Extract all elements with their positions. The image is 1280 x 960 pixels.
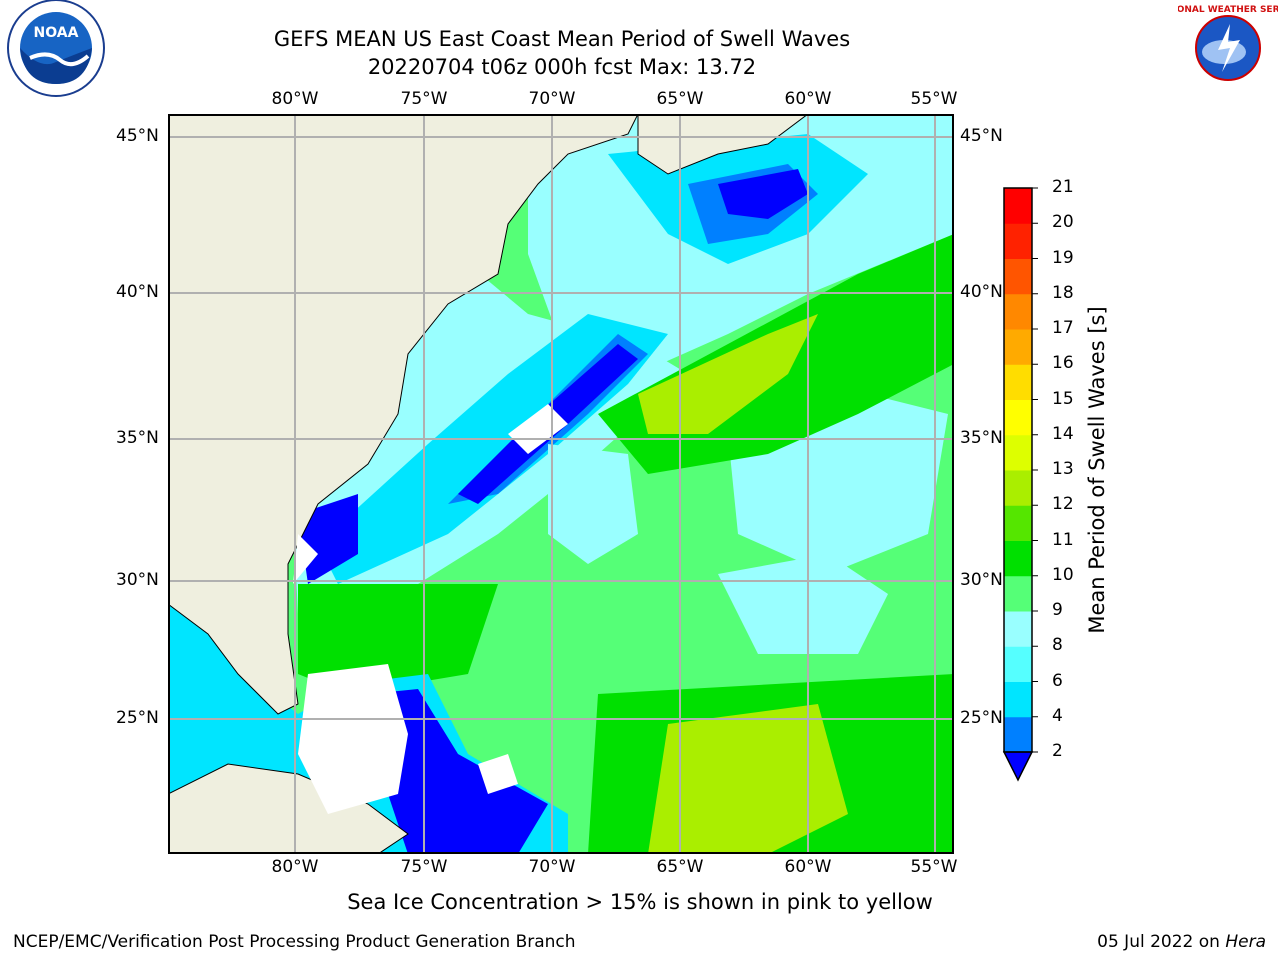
title-line-1: GEFS MEAN US East Coast Mean Period of S… bbox=[273, 27, 851, 51]
noaa-logo-text: NOAA bbox=[34, 25, 79, 41]
colorbar-tick-label: 14 bbox=[1052, 423, 1074, 444]
colorbar-segment bbox=[1004, 716, 1032, 753]
map-grid bbox=[168, 114, 954, 854]
ocean-green-bahamas bbox=[298, 584, 498, 694]
colorbar-tick-label: 6 bbox=[1052, 670, 1063, 691]
colorbar-segment bbox=[1004, 575, 1032, 612]
colorbar-extend-arrow bbox=[1002, 751, 1034, 782]
lon-label-bottom-65w: 65°W bbox=[656, 857, 704, 877]
lon-label-bottom-75w: 75°W bbox=[400, 857, 448, 877]
ocean-central-cyan-1 bbox=[548, 444, 638, 564]
lon-label-top-60w: 60°W bbox=[784, 89, 832, 109]
colorbar-tick-label: 11 bbox=[1052, 529, 1074, 550]
lat-label-left-45n: 45°N bbox=[116, 126, 159, 146]
lon-label-top-70w: 70°W bbox=[528, 89, 576, 109]
colorbar-tick-label: 19 bbox=[1052, 247, 1074, 268]
colorbar-tick-label: 18 bbox=[1052, 282, 1074, 303]
map-frame bbox=[168, 114, 954, 854]
sea-ice-caption: Sea Ice Concentration > 15% is shown in … bbox=[0, 890, 1280, 914]
land-cuba bbox=[168, 763, 409, 854]
colorbar-segment bbox=[1004, 646, 1032, 682]
footer-date: 05 Jul 2022 on Hera bbox=[1097, 932, 1266, 952]
lon-label-top-55w: 55°W bbox=[910, 89, 958, 109]
lon-label-bottom-70w: 70°W bbox=[528, 857, 576, 877]
swell-period-map bbox=[168, 114, 954, 854]
ocean-caribbean-darkblue bbox=[368, 689, 548, 854]
colorbar-segment bbox=[1004, 470, 1032, 506]
lon-label-top-65w: 65°W bbox=[656, 89, 704, 109]
colorbar-segment bbox=[1004, 223, 1032, 259]
footer-credit: NCEP/EMC/Verification Post Processing Pr… bbox=[13, 932, 576, 952]
lon-label-top-75w: 75°W bbox=[400, 89, 448, 109]
colorbar-segment bbox=[1004, 611, 1032, 647]
ocean-yellow-green-band bbox=[638, 314, 818, 434]
title-line-2: 20220704 t06z 000h fcst Max: 13.72 bbox=[367, 55, 757, 79]
nodata-hispaniola bbox=[478, 754, 518, 794]
colorbar-segment bbox=[1004, 540, 1032, 577]
lon-label-top-80w: 80°W bbox=[271, 89, 319, 109]
ocean-darkblue-ne bbox=[718, 169, 808, 219]
footer-date-text: 05 Jul 2022 on bbox=[1097, 932, 1220, 952]
nws-logo: NATIONAL WEATHER SERVICE bbox=[1178, 2, 1278, 94]
colorbar-tick-label: 20 bbox=[1052, 212, 1074, 233]
colorbar-tick-label: 10 bbox=[1052, 564, 1074, 585]
ocean-florida-darkblue bbox=[298, 494, 358, 584]
lat-label-left-40n: 40°N bbox=[116, 282, 159, 302]
colorbar-tick-label: 16 bbox=[1052, 353, 1074, 374]
colorbar-segment bbox=[1004, 188, 1032, 224]
lat-label-right-25n: 25°N bbox=[960, 708, 1003, 728]
colorbar-label: Mean Period of Swell Waves [s] bbox=[1085, 306, 1109, 634]
ocean-central-cyan-3 bbox=[718, 554, 888, 654]
lat-label-right-35n: 35°N bbox=[960, 428, 1003, 448]
colorbar bbox=[1002, 187, 1038, 782]
lat-label-left-25n: 25°N bbox=[116, 708, 159, 728]
colorbar-segment bbox=[1004, 293, 1032, 330]
colorbar-tick-label: 9 bbox=[1052, 600, 1063, 620]
colorbar-segment bbox=[1004, 258, 1032, 295]
lon-label-bottom-80w: 80°W bbox=[271, 857, 319, 877]
footer-machine: Hera bbox=[1225, 932, 1266, 952]
sea-ice-caption-text: Sea Ice Concentration > 15% is shown in … bbox=[347, 890, 933, 914]
colorbar-tick-label: 13 bbox=[1052, 459, 1074, 479]
lon-label-bottom-60w: 60°W bbox=[784, 857, 832, 877]
colorbar-tick-label: 17 bbox=[1052, 318, 1074, 338]
lat-label-right-40n: 40°N bbox=[960, 282, 1003, 302]
colorbar-tick-label: 8 bbox=[1052, 635, 1063, 656]
ocean-yellow-green-south bbox=[648, 704, 848, 854]
noaa-logo: NOAA bbox=[7, 0, 105, 97]
lat-label-right-30n: 30°N bbox=[960, 570, 1003, 590]
colorbar-segment bbox=[1004, 434, 1032, 471]
lat-label-right-45n: 45°N bbox=[960, 126, 1003, 146]
nodata-bahamas bbox=[298, 664, 408, 814]
lat-label-left-35n: 35°N bbox=[116, 428, 159, 448]
colorbar-tick-label: 2 bbox=[1052, 741, 1063, 761]
colorbar-tick-label: 12 bbox=[1052, 494, 1074, 515]
lat-label-left-30n: 30°N bbox=[116, 570, 159, 590]
colorbar-segment bbox=[1004, 364, 1032, 400]
lon-label-bottom-55w: 55°W bbox=[910, 857, 958, 877]
colorbar-segment bbox=[1004, 505, 1032, 541]
nws-logo-text: NATIONAL WEATHER SERVICE bbox=[1178, 5, 1278, 15]
colorbar-segment bbox=[1004, 681, 1032, 718]
colorbar-tick-label: 15 bbox=[1052, 388, 1074, 409]
colorbar-tick-label: 4 bbox=[1052, 705, 1063, 726]
colorbar-segment bbox=[1004, 399, 1032, 436]
colorbar-tick-label: 21 bbox=[1052, 177, 1074, 197]
colorbar-segment bbox=[1004, 329, 1032, 365]
nodata-florida bbox=[293, 534, 318, 584]
